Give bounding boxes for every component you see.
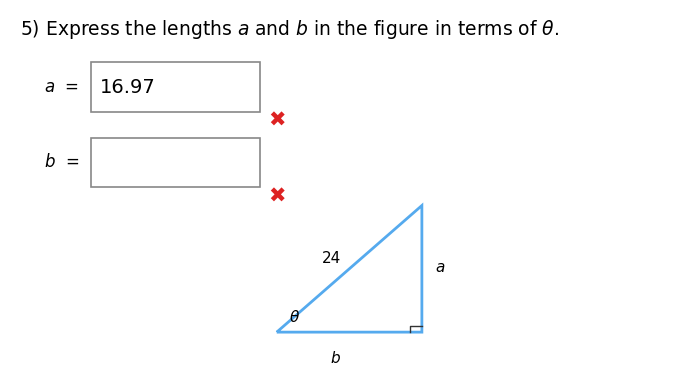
Text: $b$  =: $b$ = bbox=[44, 153, 79, 171]
Text: $\theta$: $\theta$ bbox=[289, 309, 300, 326]
Text: 5) Express the lengths $a$ and $b$ in the figure in terms of $\theta$.: 5) Express the lengths $a$ and $b$ in th… bbox=[20, 18, 560, 41]
Text: $a$  =: $a$ = bbox=[44, 78, 79, 97]
Text: ✖: ✖ bbox=[268, 186, 286, 206]
Text: $a$: $a$ bbox=[435, 261, 446, 275]
Text: $b$: $b$ bbox=[330, 350, 341, 367]
Text: ✖: ✖ bbox=[268, 111, 286, 131]
Bar bbox=[91, 62, 260, 112]
Text: 16.97: 16.97 bbox=[100, 78, 156, 97]
Bar bbox=[91, 138, 260, 187]
Text: 24: 24 bbox=[321, 251, 341, 266]
